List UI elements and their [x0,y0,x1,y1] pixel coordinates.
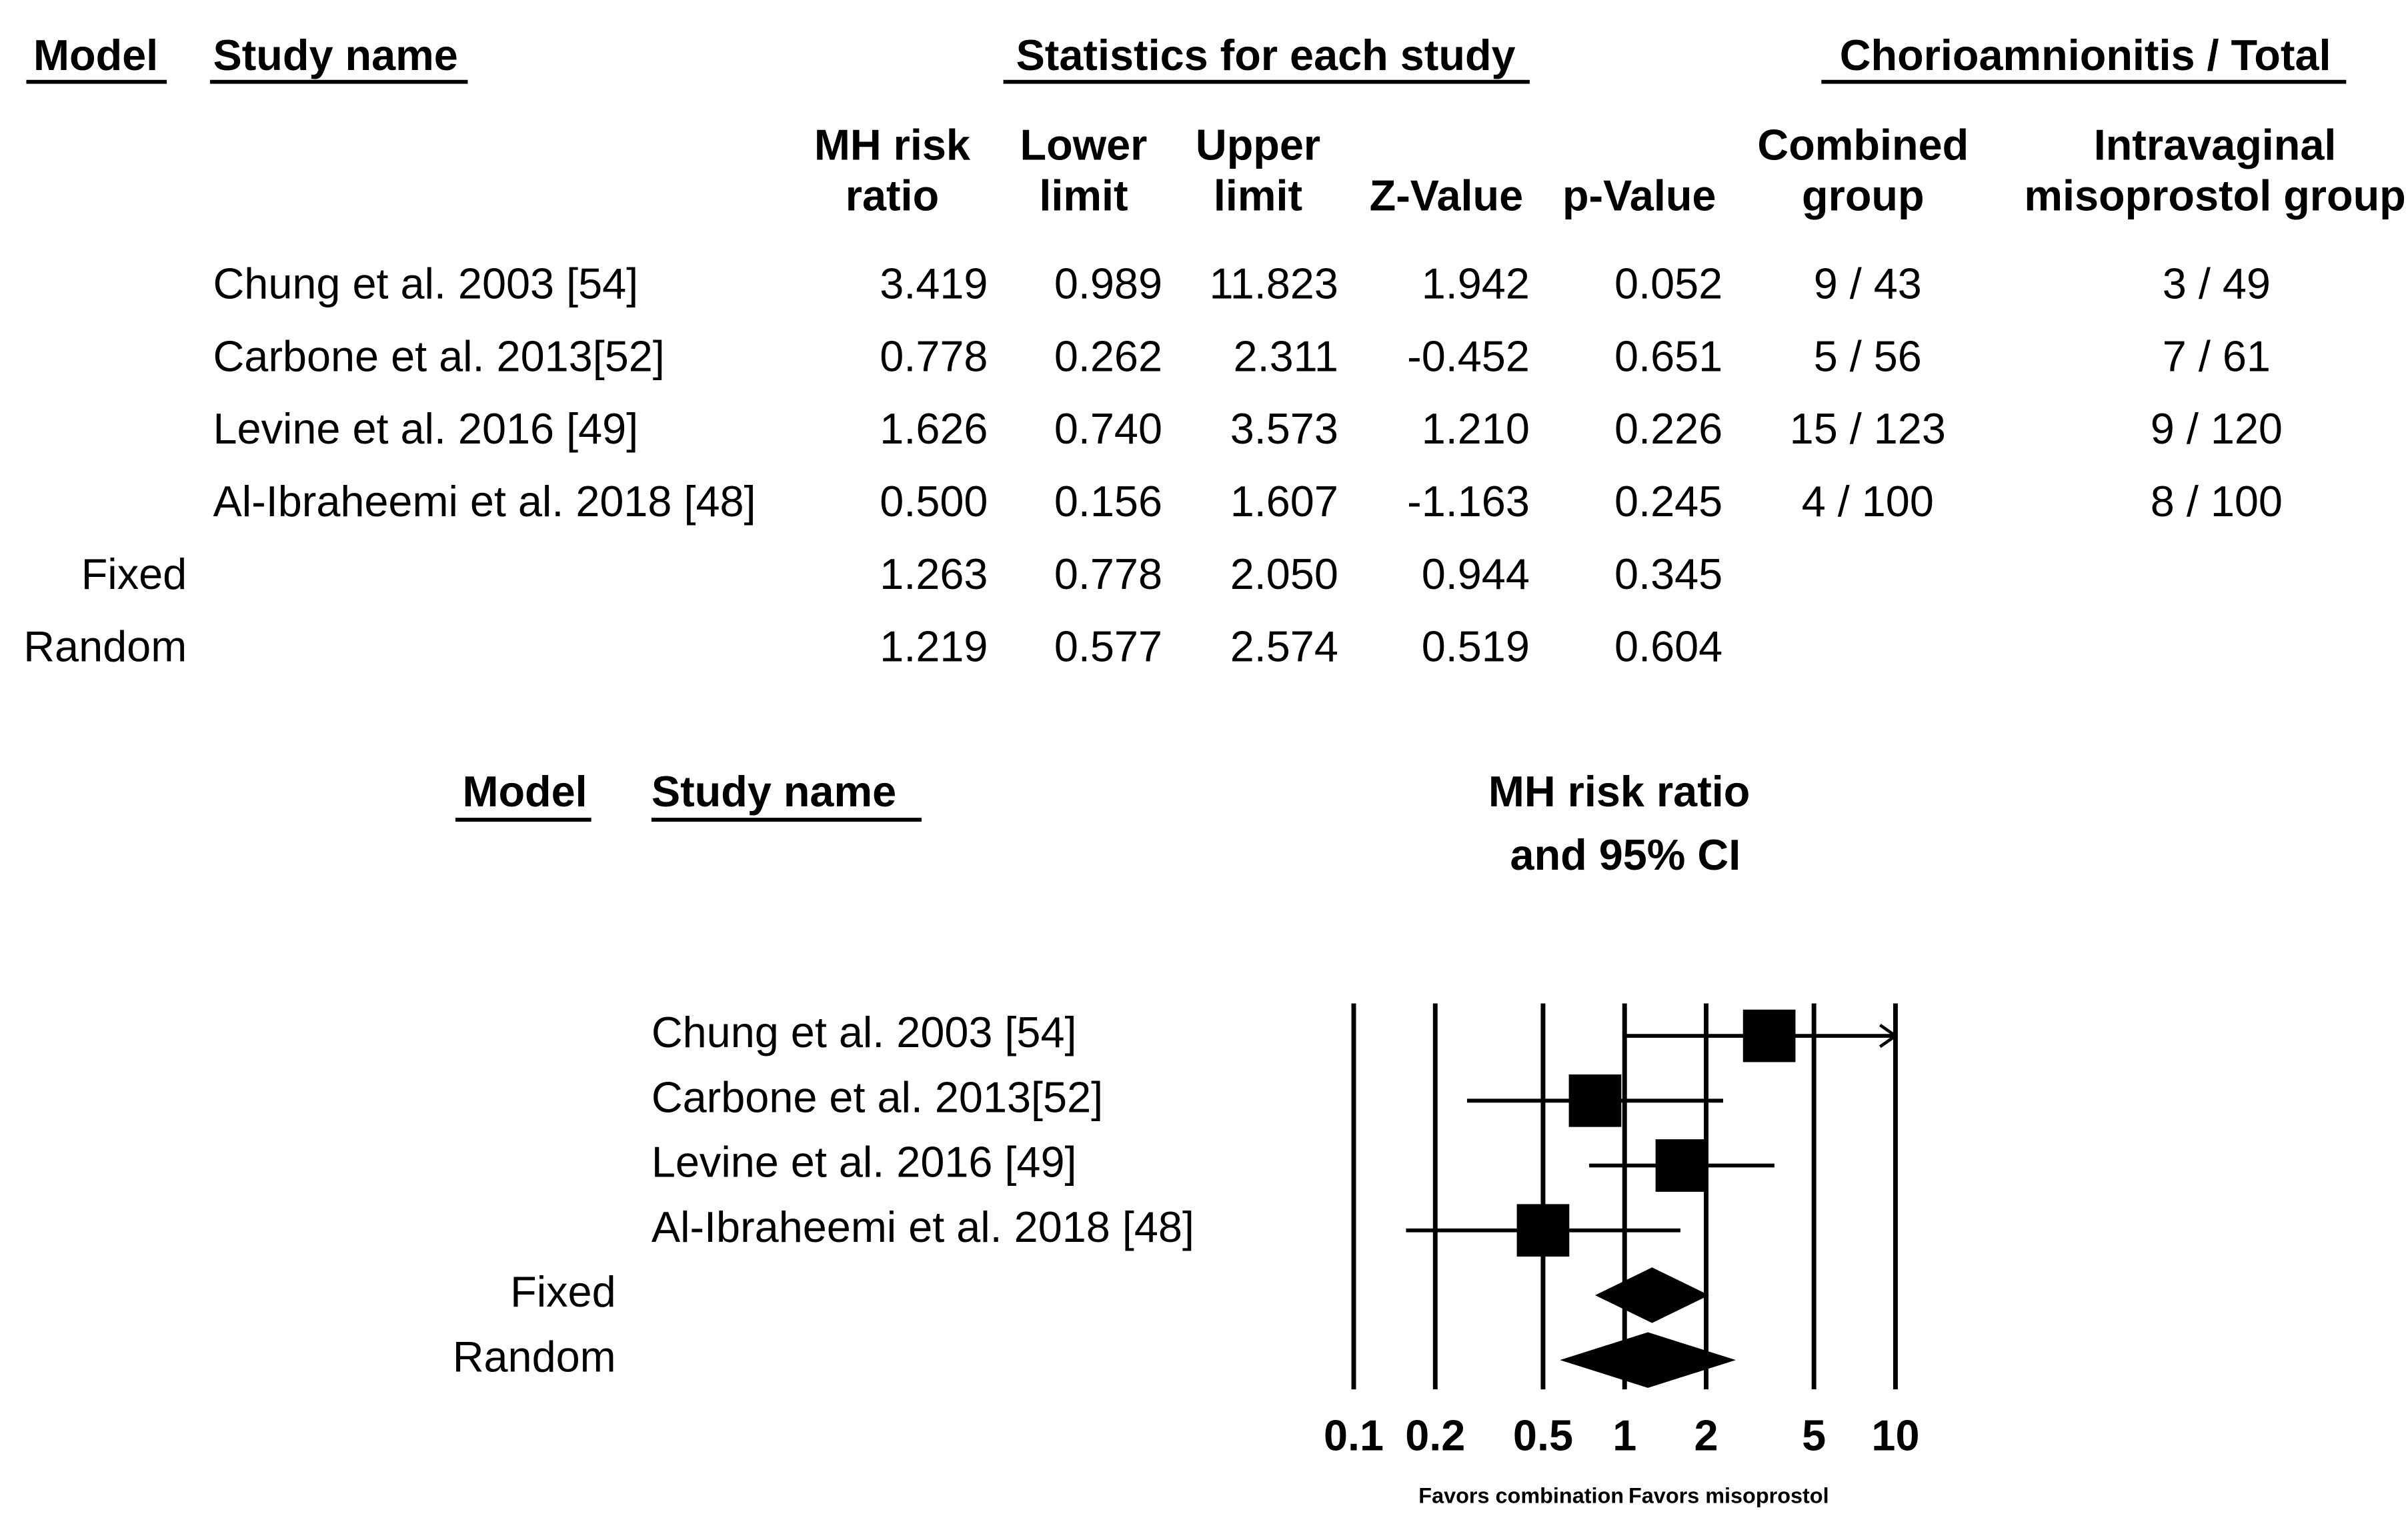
favors-right: Favors misoprostol [1628,1484,1829,1508]
stat-cell: 0.577 [1054,622,1162,671]
column-header: limit [1214,171,1302,220]
x-tick-label: 2 [1694,1411,1718,1459]
stat-cell: 1.210 [1422,404,1530,453]
stat-cell: -0.452 [1407,331,1530,380]
column-header: limit [1039,171,1128,220]
point-estimate [1568,1074,1622,1127]
header-statistics: Statistics for each study [1016,31,1516,79]
event-cell: 8 / 100 [2151,477,2283,526]
column-header: Lower [1020,120,1148,169]
plot-study-name: Carbone et al. 2013[52] [652,1072,1103,1121]
plot-header-model: Model [462,767,587,816]
header-events: Chorioamnionitis / Total [1840,31,2331,79]
ci-arrow [1879,1024,1899,1048]
stat-cell: 11.823 [1209,259,1338,308]
event-cell: 5 / 56 [1814,331,1922,380]
event-cell: 4 / 100 [1802,477,1934,526]
stat-cell: 1.263 [880,550,988,598]
event-cell: 9 / 120 [2151,404,2283,453]
model-name: Random [23,622,187,671]
stat-cell: 3.573 [1230,404,1338,453]
study-name: Al-Ibraheemi et al. 2018 [48] [213,477,756,526]
model-name: Fixed [81,550,187,598]
point-estimate [1742,1009,1796,1062]
column-header: Intravaginal [2094,120,2337,169]
plot-title: MH risk ratio [1488,767,1750,816]
stat-cell: 2.050 [1230,550,1338,598]
study-name: Chung et al. 2003 [54] [213,259,639,308]
plot-model-name: Random [453,1332,616,1381]
column-header: misoprostol group [2024,171,2405,220]
plot-study-name: Chung et al. 2003 [54] [652,1008,1077,1056]
stat-cell: 2.311 [1234,331,1338,380]
column-header: group [1802,171,1925,220]
header-model: Model [33,31,158,79]
stat-cell: 1.942 [1422,259,1530,308]
header-study: Study name [213,31,458,79]
stat-cell: 1.219 [880,622,988,671]
stat-cell: 1.607 [1230,477,1338,526]
stat-cell: 0.519 [1422,622,1530,671]
plot-study-name: Al-Ibraheemi et al. 2018 [48] [652,1203,1194,1251]
stat-cell: 3.419 [880,259,988,308]
stat-cell: 0.226 [1614,404,1722,453]
stat-cell: 0.651 [1614,331,1722,380]
stat-cell: 0.740 [1054,404,1162,453]
stat-cell: 0.778 [1054,550,1162,598]
plot-study-name: Levine et al. 2016 [49] [652,1138,1077,1187]
stat-cell: 0.245 [1614,477,1722,526]
stat-cell: 0.944 [1422,550,1530,598]
column-header: Combined [1757,120,1969,169]
stat-cell: 1.626 [880,404,988,453]
x-tick-label: 0.1 [1324,1411,1384,1459]
stat-cell: -1.163 [1407,477,1530,526]
study-name: Levine et al. 2016 [49] [213,404,639,453]
point-estimate [1655,1139,1708,1192]
stat-cell: 0.989 [1054,259,1162,308]
column-header: ratio [846,171,939,220]
event-cell: 15 / 123 [1790,404,1946,453]
plot-model-name: Fixed [510,1267,616,1316]
header-underlines [26,79,2347,822]
stat-cell: 0.345 [1614,550,1722,598]
x-tick-label: 0.2 [1405,1411,1465,1459]
x-tick-label: 1 [1612,1411,1636,1459]
stat-cell: 0.262 [1054,331,1162,380]
point-estimate [1516,1204,1570,1257]
x-tick-label: 5 [1802,1411,1826,1459]
study-name: Carbone et al. 2013[52] [213,331,665,380]
stat-cell: 0.052 [1614,259,1722,308]
column-header: Upper [1196,120,1320,169]
event-cell: 7 / 61 [2163,331,2271,380]
event-cell: 9 / 43 [1814,259,1922,308]
event-cell: 3 / 49 [2163,259,2271,308]
stat-cell: 0.604 [1614,622,1722,671]
stat-cell: 0.500 [880,477,988,526]
stat-cell: 2.574 [1230,622,1338,671]
stat-cell: 0.778 [880,331,988,380]
plot-header-study: Study name [652,767,896,816]
favors-left: Favors combination [1418,1484,1624,1508]
summary-diamond [1594,1267,1709,1323]
x-tick-label: 10 [1871,1411,1919,1459]
stat-cell: 0.156 [1054,477,1162,526]
x-tick-label: 0.5 [1513,1411,1573,1459]
plot-title: and 95% CI [1510,830,1741,879]
column-header: p-Value [1562,171,1716,220]
column-header: Z-Value [1370,171,1523,220]
column-header: MH risk [814,120,971,169]
summary-diamond [1560,1332,1736,1388]
